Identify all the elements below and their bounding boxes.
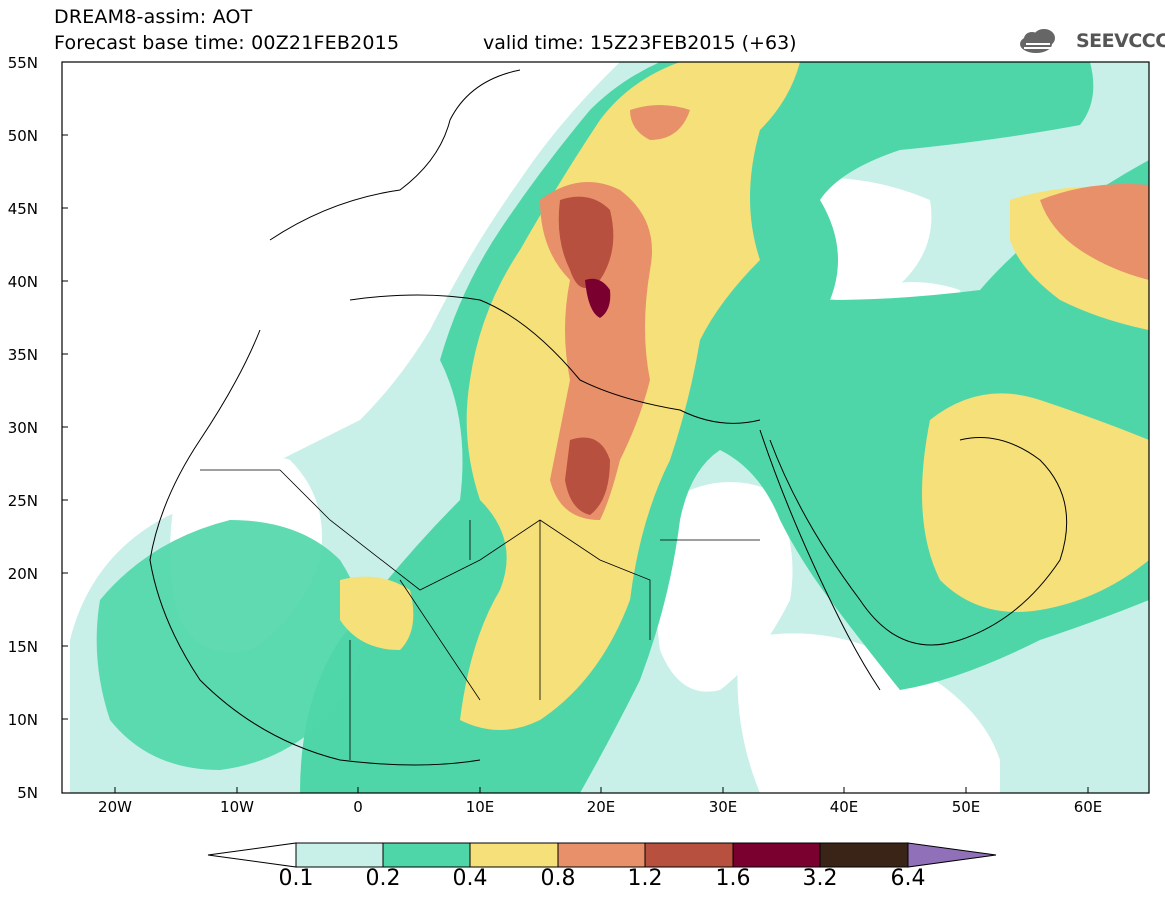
lon-label: 50E xyxy=(951,798,981,816)
valid-time-label: valid time: 15Z23FEB2015 (+63) xyxy=(483,32,797,54)
lon-label: 10E xyxy=(465,798,495,816)
product-title: DREAM8-assim: AOT xyxy=(54,6,253,28)
lat-label: 10N xyxy=(7,711,38,729)
colorbar-segment xyxy=(557,842,646,868)
colorbar-segment xyxy=(644,842,734,868)
lat-label: 5N xyxy=(17,784,38,802)
colorbar-segment xyxy=(819,842,909,868)
coastline-red-sea xyxy=(759,429,881,691)
colorbar-segment xyxy=(295,842,384,868)
coastline-arabia xyxy=(769,437,1068,646)
aot-region-high-caspian xyxy=(1040,184,1149,280)
lat-label: 55N xyxy=(7,54,38,72)
lat-label: 15N xyxy=(7,638,38,656)
aot-region-very-high-south xyxy=(565,437,610,515)
aot-region-moderate-sahel xyxy=(340,576,414,650)
coastline-europe xyxy=(269,69,761,424)
lon-label: 0 xyxy=(353,798,363,816)
logo-text: SEEVCCC xyxy=(1076,30,1165,52)
aot-region-very-high xyxy=(558,196,614,288)
colorbar-label: 1.2 xyxy=(627,866,663,891)
lon-label: 40E xyxy=(829,798,859,816)
cloud-icon xyxy=(1020,29,1055,53)
lat-label: 30N xyxy=(7,419,38,437)
lat-label: 50N xyxy=(7,127,38,145)
colorbar xyxy=(207,842,997,868)
aot-region-low-sahel xyxy=(96,520,363,770)
aot-gap-east-africa xyxy=(737,633,1000,793)
colorbar-low-arrow xyxy=(207,842,297,868)
axis-ticks xyxy=(62,61,1089,793)
coastline-africa xyxy=(149,329,481,766)
aot-region-high-north xyxy=(630,105,690,140)
lat-label: 40N xyxy=(7,273,38,291)
colorbar-segment xyxy=(732,842,821,868)
lon-label: 60E xyxy=(1073,798,1103,816)
base-time-label: Forecast base time: 00Z21FEB2015 xyxy=(54,32,400,54)
colorbar-label: 0.4 xyxy=(452,866,488,891)
colorbar-segment xyxy=(382,842,471,868)
colorbar-label: 6.4 xyxy=(890,866,926,891)
lat-label: 25N xyxy=(7,492,38,510)
lat-label: 20N xyxy=(7,565,38,583)
lat-label: 35N xyxy=(7,346,38,364)
colorbar-label: 3.2 xyxy=(802,866,838,891)
aot-region-moderate-arabia xyxy=(922,393,1149,612)
aot-region-extreme xyxy=(585,278,611,318)
colorbar-segment xyxy=(469,842,559,868)
colorbar-label: 1.6 xyxy=(715,866,751,891)
colorbar-label: 0.8 xyxy=(540,866,576,891)
country-borders xyxy=(200,469,760,760)
colorbar-high-arrow xyxy=(907,842,997,868)
lon-label: 20E xyxy=(586,798,616,816)
lon-label: 20W xyxy=(98,798,132,816)
lat-label: 45N xyxy=(7,200,38,218)
colorbar-label: 0.2 xyxy=(365,866,401,891)
aot-region-high xyxy=(540,182,652,520)
lon-label: 30E xyxy=(708,798,738,816)
colorbar-label: 0.1 xyxy=(278,866,314,891)
aot-fields xyxy=(62,62,1149,793)
lon-label: 10W xyxy=(220,798,254,816)
